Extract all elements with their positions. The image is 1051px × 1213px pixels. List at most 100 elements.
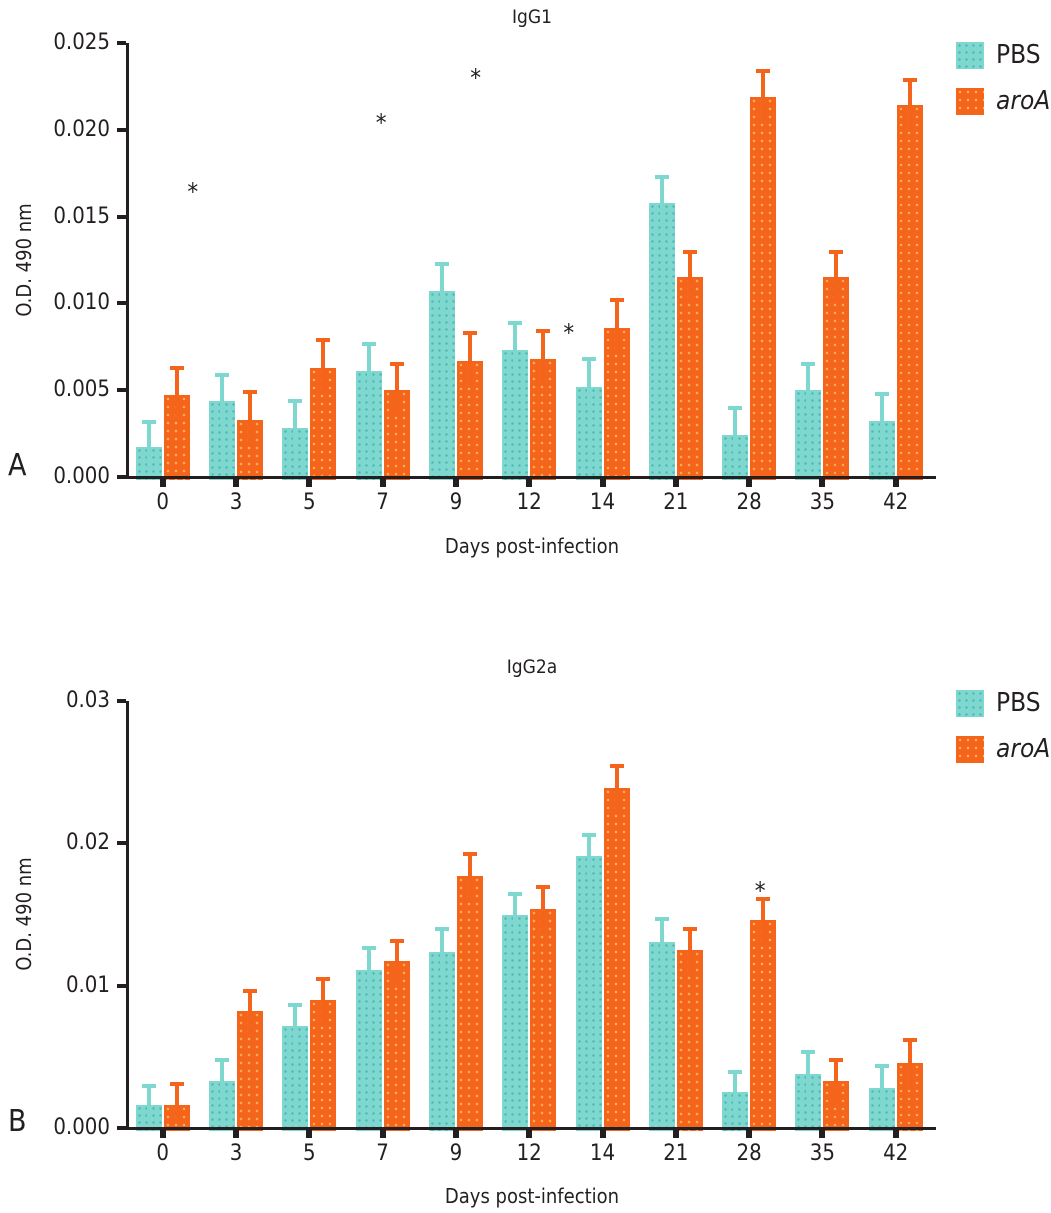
x-tick-label-day-9: 9 (449, 490, 463, 515)
x-tick-day-9 (452, 1130, 459, 1138)
x-tick-day-35 (819, 1130, 826, 1138)
x-axis-label-b: Days post-infection (444, 1184, 620, 1208)
x-tick-label-day-12: 12 (516, 1141, 542, 1166)
y-tick-label-0.03: 0.03 (65, 688, 110, 713)
legend-label-pbs: PBS (996, 40, 1041, 70)
x-tick-label-day-3: 3 (229, 490, 243, 515)
error-bar-aroa-day-5 (321, 977, 326, 1022)
error-cap-aroa-day-5 (316, 338, 331, 343)
legend-a: PBS aroA (956, 40, 1050, 132)
error-bar-aroa-day-42 (907, 1038, 912, 1085)
error-cap-aroa-day-42 (902, 1038, 917, 1043)
x-tick-day-14 (599, 479, 606, 487)
x-tick-label-day-3: 3 (229, 1141, 243, 1166)
error-bar-aroa-day-9 (467, 851, 472, 899)
bar-pbs-day-21 (648, 941, 675, 1131)
legend-swatch-pbs (956, 41, 984, 69)
error-bar-pbs-day-21 (659, 917, 664, 964)
bar-aroa-day-35 (823, 277, 850, 480)
error-bar-aroa-day-0 (174, 365, 179, 418)
legend-label-pbs: PBS (996, 688, 1041, 718)
error-cap-aroa-day-35 (829, 1058, 844, 1063)
error-cap-aroa-day-42 (902, 77, 917, 82)
x-tick-day-0 (159, 1130, 166, 1138)
error-cap-aroa-day-21 (682, 927, 697, 932)
error-cap-aroa-day-0 (169, 1082, 184, 1087)
x-tick-label-day-28: 28 (736, 490, 762, 515)
error-bar-pbs-day-35 (806, 362, 811, 413)
x-tick-label-day-7: 7 (376, 1141, 389, 1166)
error-cap-aroa-day-35 (829, 249, 844, 254)
y-axis (126, 43, 129, 479)
error-bar-pbs-day-12 (513, 320, 518, 373)
bar-pbs-day-7 (355, 970, 382, 1131)
y-tick-0.015 (117, 214, 126, 219)
x-tick-label-day-42: 42 (883, 490, 909, 515)
error-bar-aroa-day-7 (394, 938, 399, 984)
x-tick-day-42 (892, 479, 899, 487)
y-tick-label-0.000: 0.000 (53, 1115, 110, 1140)
legend-b: PBS aroA (956, 688, 1050, 780)
bar-aroa-day-5 (310, 999, 337, 1131)
error-bar-pbs-day-35 (806, 1049, 811, 1096)
error-cap-pbs-day-14 (581, 833, 596, 838)
x-tick-day-5 (306, 479, 313, 487)
error-bar-pbs-day-14 (586, 833, 591, 879)
error-cap-pbs-day-5 (288, 398, 303, 403)
y-tick-0.020 (117, 127, 126, 132)
error-bar-pbs-day-5 (293, 398, 298, 451)
error-bar-pbs-day-14 (586, 357, 591, 409)
bar-aroa-day-21 (676, 950, 703, 1131)
error-bar-aroa-day-35 (834, 249, 839, 300)
error-cap-aroa-day-28 (756, 897, 771, 902)
chart-title-igg2a: IgG2a (506, 656, 558, 678)
y-tick-0.000 (117, 1126, 126, 1130)
x-tick-label-day-28: 28 (736, 1141, 762, 1166)
x-tick-label-day-35: 35 (809, 490, 835, 515)
error-cap-aroa-day-12 (536, 329, 551, 334)
error-bar-pbs-day-7 (366, 341, 371, 394)
error-cap-pbs-day-12 (508, 891, 523, 896)
error-bar-aroa-day-12 (541, 329, 546, 381)
error-bar-pbs-day-3 (220, 372, 224, 423)
x-tick-label-day-12: 12 (516, 490, 542, 515)
error-cap-pbs-day-42 (874, 391, 889, 396)
error-cap-aroa-day-7 (389, 938, 404, 943)
bar-aroa-day-42 (896, 105, 923, 480)
x-tick-day-35 (819, 479, 826, 487)
error-bar-pbs-day-21 (659, 174, 664, 225)
y-tick-label-0.01: 0.01 (65, 972, 110, 998)
error-bar-pbs-day-3 (220, 1058, 224, 1104)
chart-title-igg1: IgG1 (511, 6, 552, 28)
error-bar-aroa-day-3 (248, 988, 252, 1034)
legend-swatch-aroa (956, 735, 984, 763)
error-cap-aroa-day-3 (243, 988, 257, 993)
error-cap-pbs-day-7 (361, 341, 376, 346)
x-tick-label-day-5: 5 (303, 1141, 316, 1166)
significance-asterisk-0: * (754, 877, 766, 906)
y-tick-label-0.015: 0.015 (53, 203, 110, 229)
x-tick-day-14 (599, 1130, 606, 1138)
error-cap-pbs-day-9 (434, 927, 449, 932)
y-tick-0.005 (117, 388, 126, 393)
legend-label-aroa: aroA (996, 734, 1051, 764)
y-tick-0.010 (117, 301, 126, 306)
x-axis (126, 476, 936, 479)
error-bar-aroa-day-14 (614, 763, 619, 810)
x-tick-day-12 (526, 1130, 533, 1138)
error-cap-pbs-day-7 (361, 945, 376, 950)
x-tick-day-0 (159, 479, 166, 487)
error-bar-aroa-day-7 (394, 362, 399, 413)
x-tick-label-day-14: 14 (589, 1141, 616, 1166)
x-tick-day-42 (892, 1130, 899, 1138)
y-tick-0.025 (117, 41, 126, 45)
error-bar-aroa-day-5 (321, 338, 326, 390)
error-bar-pbs-day-0 (146, 419, 151, 466)
y-tick-0.000 (117, 475, 126, 479)
error-bar-aroa-day-21 (687, 249, 692, 300)
x-tick-day-28 (746, 479, 753, 487)
legend-item-pbs: PBS (956, 688, 1050, 718)
error-bar-aroa-day-14 (614, 298, 619, 350)
x-tick-label-day-21: 21 (663, 1141, 689, 1166)
error-bar-aroa-day-28 (761, 897, 766, 943)
